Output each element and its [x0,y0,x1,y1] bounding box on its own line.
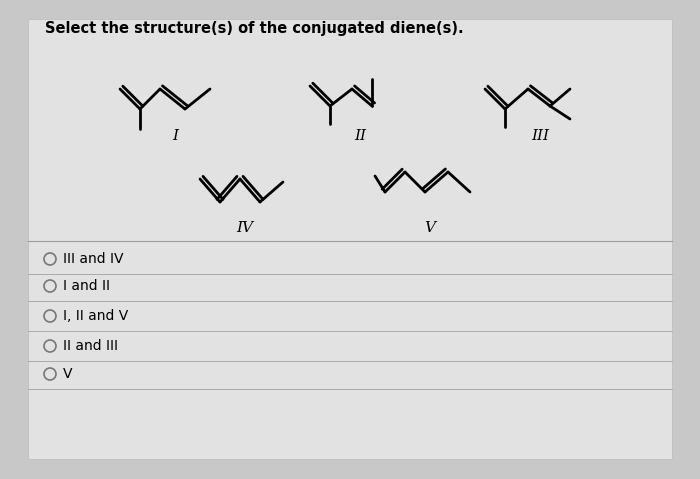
Text: III and IV: III and IV [63,252,123,266]
Text: IV: IV [237,221,253,235]
Text: V: V [424,221,435,235]
Text: I: I [172,129,178,143]
Text: I, II and V: I, II and V [63,309,128,323]
Text: V: V [63,367,73,381]
Text: II and III: II and III [63,339,118,353]
Text: III: III [531,129,549,143]
Text: II: II [354,129,366,143]
FancyBboxPatch shape [28,19,672,459]
Text: I and II: I and II [63,279,110,293]
Text: Select the structure(s) of the conjugated diene(s).: Select the structure(s) of the conjugate… [45,21,463,36]
